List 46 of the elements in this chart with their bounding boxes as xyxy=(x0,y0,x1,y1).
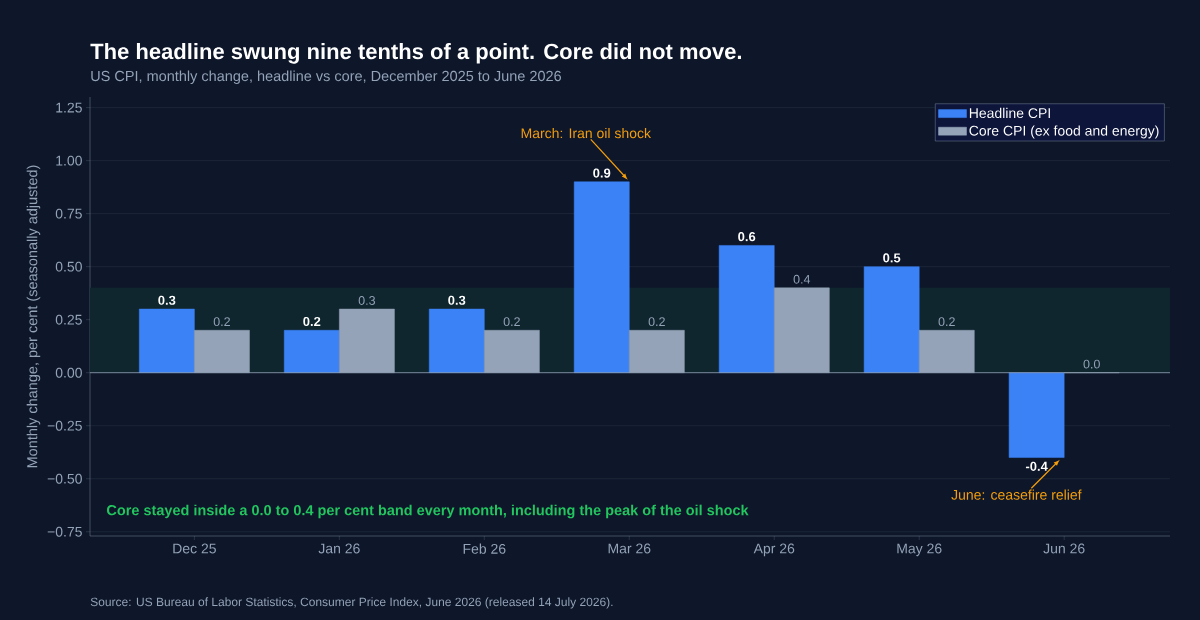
data-label: 0.9 xyxy=(593,168,611,178)
bar xyxy=(139,308,195,373)
chart-title: The headline swung nine tenths of a point. Core did not move. xyxy=(90,43,741,64)
y-tick-label: 0.50 xyxy=(55,261,82,272)
y-tick-label: −0.75 xyxy=(47,526,82,537)
y-axis-title: Monthly change, per cent (seasonally adjusted) xyxy=(26,165,41,468)
y-tick-label: 1.25 xyxy=(56,102,82,113)
data-label: 0.5 xyxy=(883,253,901,263)
y-tick-label: −0.25 xyxy=(47,420,82,431)
x-tick-label: Apr 26 xyxy=(753,543,795,557)
bar xyxy=(428,308,485,373)
x-tick-label: Feb 26 xyxy=(463,543,506,554)
x-tick-label: Dec 25 xyxy=(173,543,216,554)
chart-subtitle: US CPI, monthly change, headline vs core, December 2025 to June 2026 xyxy=(91,70,562,85)
y-tick-label: 1.00 xyxy=(56,155,82,166)
bar xyxy=(284,330,340,373)
bar xyxy=(573,181,630,373)
legend-label: Headline CPI xyxy=(969,107,1050,119)
annotation: Core stayed inside a 0.0 to 0.4 per cent band every month, including the peak of the oil shock xyxy=(106,504,749,519)
x-tick-label: May 26 xyxy=(897,543,942,557)
y-tick-label: −0.50 xyxy=(47,473,82,484)
annotation: June: ceasefire relief xyxy=(951,489,1082,500)
y-tick-label: 0.00 xyxy=(55,367,82,378)
data-label: 0.6 xyxy=(738,232,756,242)
bar xyxy=(1008,372,1065,458)
data-label: 0.0 xyxy=(1083,359,1100,369)
annotation: March: Iran oil shock xyxy=(521,127,652,139)
legend-label: Core CPI (ex food and energy) xyxy=(969,125,1159,139)
data-label: 0.2 xyxy=(303,316,321,327)
data-label: 0.2 xyxy=(503,317,520,327)
y-tick-label: 0.25 xyxy=(55,314,82,325)
x-tick-label: Jan 26 xyxy=(318,543,360,554)
data-label: 0.3 xyxy=(358,296,376,305)
x-tick-label: Jun 26 xyxy=(1043,543,1085,554)
y-tick-label: 0.75 xyxy=(55,208,82,219)
source-note: Source: US Bureau of Labor Statistics, Consumer Price Index, June 2026 (released 14 July 2026). xyxy=(90,597,613,609)
data-label: 0.4 xyxy=(793,274,811,284)
data-label: 0.2 xyxy=(938,317,955,327)
bar xyxy=(863,266,920,373)
data-label: 0.2 xyxy=(213,317,230,327)
data-label: -0.4 xyxy=(1025,461,1048,471)
data-label: 0.2 xyxy=(648,317,665,327)
data-label: 0.3 xyxy=(158,295,176,305)
bar xyxy=(718,245,775,373)
data-label: 0.3 xyxy=(448,295,466,305)
x-tick-label: Mar 26 xyxy=(608,543,651,554)
